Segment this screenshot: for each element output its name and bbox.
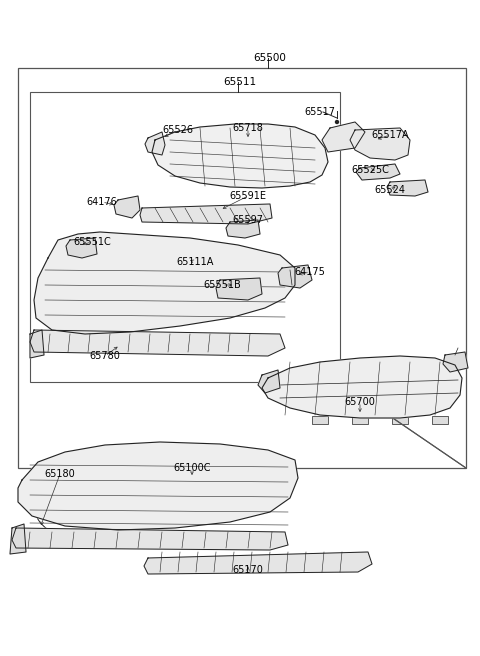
Text: 65511: 65511: [223, 77, 257, 87]
Polygon shape: [350, 128, 410, 160]
Text: 65551B: 65551B: [203, 280, 241, 290]
Polygon shape: [356, 164, 400, 180]
Polygon shape: [114, 196, 140, 218]
Text: 65780: 65780: [90, 351, 120, 361]
Text: 65180: 65180: [45, 469, 75, 479]
Text: 65517A: 65517A: [371, 130, 409, 140]
Bar: [432, 416, 448, 424]
Polygon shape: [144, 552, 372, 574]
Polygon shape: [258, 370, 280, 393]
Bar: [120, 202, 134, 212]
Text: 65525C: 65525C: [351, 165, 389, 175]
Text: 65700: 65700: [345, 397, 375, 407]
Bar: [392, 416, 408, 424]
Text: 65591E: 65591E: [229, 191, 266, 201]
Text: 65170: 65170: [233, 565, 264, 575]
Text: 64175: 64175: [295, 267, 325, 277]
Polygon shape: [30, 330, 285, 356]
Polygon shape: [216, 278, 262, 300]
Text: 64176: 64176: [86, 197, 118, 207]
Bar: [72, 242, 90, 252]
Text: 65100C: 65100C: [173, 463, 211, 473]
Polygon shape: [140, 204, 272, 224]
Polygon shape: [30, 330, 44, 358]
Polygon shape: [226, 220, 260, 238]
Polygon shape: [18, 442, 298, 530]
Polygon shape: [278, 265, 312, 288]
Polygon shape: [262, 356, 462, 418]
Text: 65526: 65526: [163, 125, 193, 135]
Text: 65524: 65524: [374, 185, 406, 195]
Polygon shape: [145, 132, 165, 155]
Text: 65111A: 65111A: [176, 257, 214, 267]
Bar: [352, 416, 368, 424]
Text: 65718: 65718: [233, 123, 264, 133]
Text: 65597: 65597: [232, 215, 264, 225]
Polygon shape: [443, 352, 468, 372]
Bar: [312, 416, 328, 424]
Text: 65551C: 65551C: [73, 237, 111, 247]
Circle shape: [336, 121, 338, 123]
Bar: [284, 270, 304, 282]
Polygon shape: [387, 180, 428, 196]
Bar: [30, 92, 340, 382]
Bar: [18, 68, 466, 468]
Text: 65517: 65517: [304, 107, 336, 117]
Polygon shape: [12, 528, 288, 550]
Text: 65500: 65500: [253, 53, 287, 63]
Polygon shape: [152, 124, 328, 188]
Polygon shape: [66, 238, 97, 258]
Polygon shape: [322, 122, 365, 152]
Polygon shape: [34, 232, 295, 334]
Polygon shape: [10, 524, 26, 554]
